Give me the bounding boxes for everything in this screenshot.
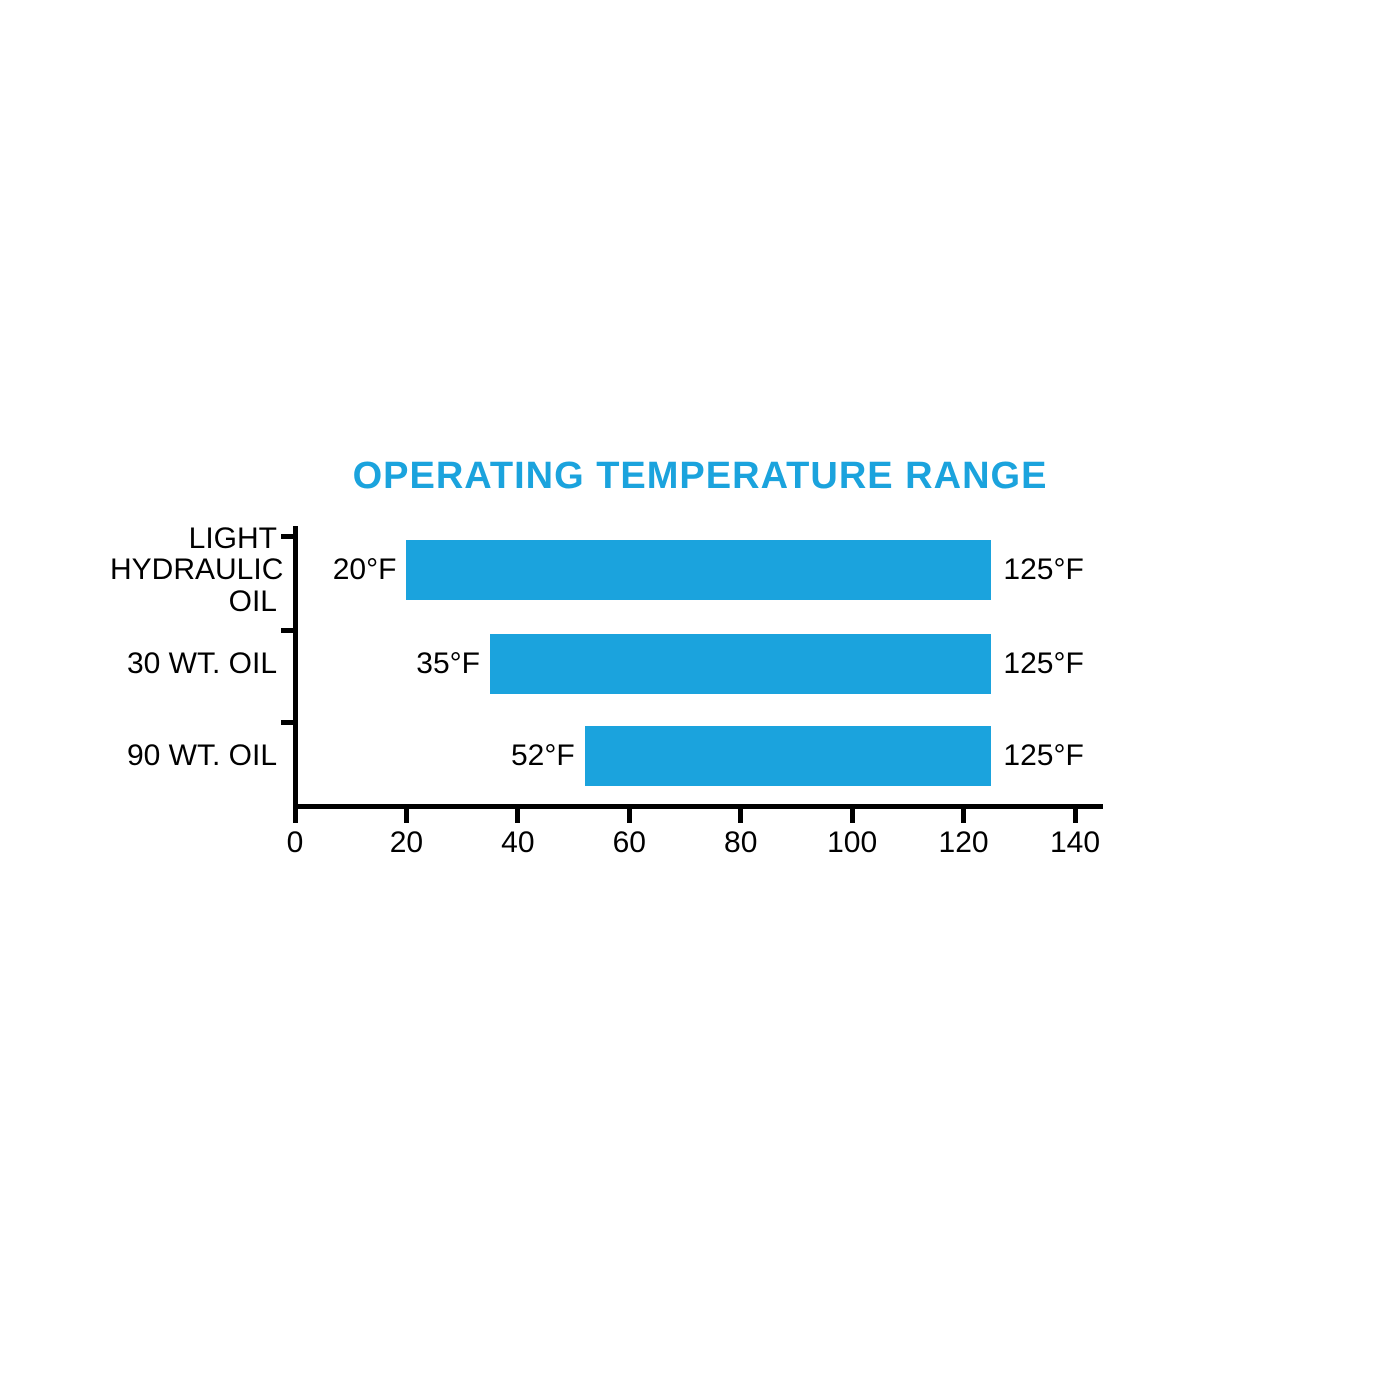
y-tick — [281, 628, 295, 633]
chart-title: OPERATING TEMPERATURE RANGE — [180, 455, 1220, 498]
x-tick-label: 60 — [613, 826, 646, 860]
y-tick — [281, 720, 295, 725]
category-label: 90 WT. OIL — [110, 740, 277, 772]
chart-plot-area: 020406080100120140LIGHTHYDRAULICOIL20°F1… — [180, 526, 1215, 864]
x-axis — [293, 804, 1103, 809]
bar-start-label: 35°F — [395, 647, 480, 681]
y-axis — [293, 526, 298, 809]
x-tick — [293, 804, 298, 823]
x-tick-label: 40 — [501, 826, 534, 860]
bar-end-label: 125°F — [1003, 739, 1083, 773]
x-tick-label: 0 — [287, 826, 304, 860]
x-tick-label: 20 — [390, 826, 423, 860]
temperature-range-chart: OPERATING TEMPERATURE RANGE 0 20 40 60 80 100… — [180, 455, 1220, 864]
x-tick — [738, 804, 743, 823]
bar-start-label: 20°F — [311, 553, 396, 587]
x-tick-label: 140 — [1050, 826, 1100, 860]
range-bar — [490, 634, 991, 694]
x-tick-label: 120 — [939, 826, 989, 860]
x-tick — [961, 804, 966, 823]
x-tick — [1073, 804, 1078, 823]
category-label: 30 WT. OIL — [110, 648, 277, 680]
x-tick — [515, 804, 520, 823]
bar-end-label: 125°F — [1003, 553, 1083, 587]
category-label: LIGHTHYDRAULICOIL — [110, 523, 277, 618]
bar-start-label: 52°F — [490, 739, 575, 773]
range-bar — [585, 726, 992, 786]
y-tick — [281, 534, 295, 539]
x-tick — [627, 804, 632, 823]
x-tick-label: 80 — [724, 826, 757, 860]
range-bar — [406, 540, 991, 600]
x-tick — [850, 804, 855, 823]
x-tick-label: 100 — [827, 826, 877, 860]
bar-end-label: 125°F — [1003, 647, 1083, 681]
x-tick — [404, 804, 409, 823]
